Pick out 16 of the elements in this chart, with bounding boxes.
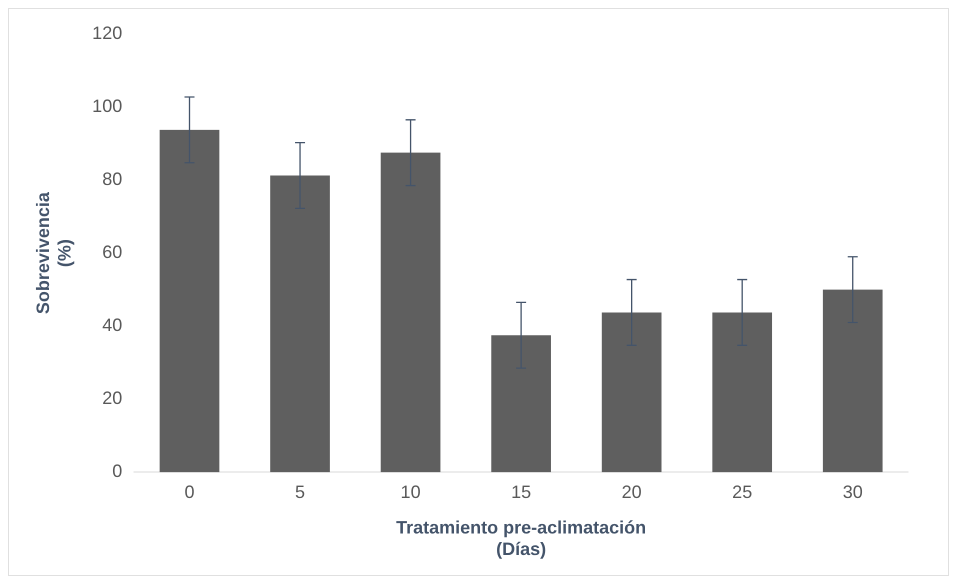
y-tick-label: 0 — [112, 461, 122, 482]
x-tick-label: 10 — [400, 482, 421, 502]
x-tick-label: 0 — [184, 482, 195, 502]
y-tick-label: 80 — [102, 169, 122, 190]
x-tick-label: 20 — [622, 482, 642, 502]
y-axis-title: Sobrevivencia (%) — [32, 191, 74, 314]
x-tick-label: 5 — [295, 482, 306, 502]
y-tick-label: 100 — [92, 96, 122, 116]
y-tick-label: 60 — [102, 242, 122, 262]
y-tick-label: 20 — [102, 388, 122, 408]
x-axis-title: Tratamiento pre-aclimatación (Días) — [396, 518, 646, 560]
y-tick-label: 120 — [92, 22, 122, 43]
x-tick-label: 15 — [511, 482, 532, 502]
x-tick-label: 25 — [732, 482, 752, 502]
y-tick-label: 40 — [102, 315, 122, 336]
x-tick-label: 30 — [842, 482, 863, 502]
